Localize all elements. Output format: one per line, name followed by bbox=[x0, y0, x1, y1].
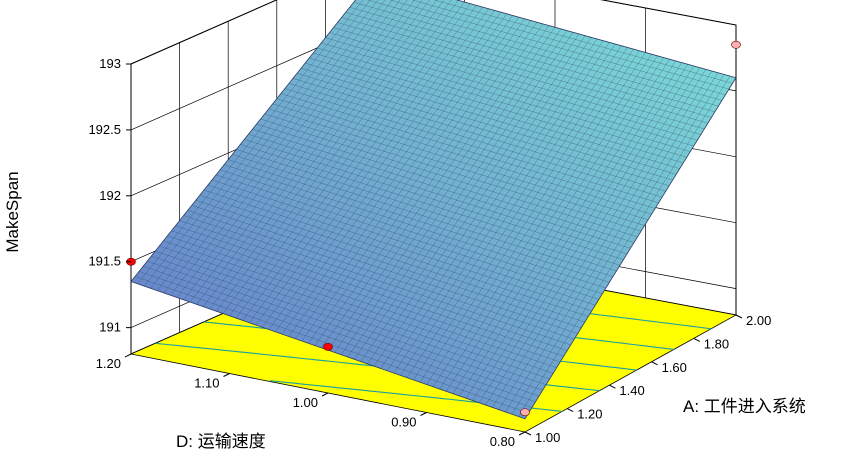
mesh-line bbox=[195, 200, 582, 329]
y-tick-label: 1.40 bbox=[619, 383, 644, 398]
x-tick-label: 1.10 bbox=[194, 376, 219, 391]
mesh-line bbox=[179, 220, 568, 351]
mesh-line bbox=[305, 62, 677, 175]
mesh-line bbox=[183, 215, 571, 346]
mesh-line bbox=[252, 128, 631, 249]
y-tick-mark bbox=[735, 314, 743, 319]
mesh-line bbox=[215, 174, 599, 300]
mesh-line bbox=[163, 240, 554, 374]
mesh-line bbox=[353, 1, 719, 107]
mesh-line bbox=[224, 164, 606, 289]
mesh-line bbox=[167, 235, 557, 368]
mesh-line bbox=[211, 179, 596, 306]
mesh-line bbox=[313, 52, 684, 164]
mesh-line bbox=[260, 118, 638, 238]
mesh-line bbox=[187, 210, 575, 340]
mesh-line bbox=[309, 57, 680, 169]
mesh-line bbox=[155, 250, 547, 385]
mesh-line bbox=[341, 17, 708, 124]
mesh-line bbox=[292, 78, 666, 192]
y-tick-label: 1.20 bbox=[577, 407, 602, 422]
mesh-line bbox=[268, 108, 645, 226]
mesh-line bbox=[147, 260, 540, 397]
y-axis-title: A: 工件进入系统 bbox=[683, 397, 806, 416]
mesh-line bbox=[220, 169, 603, 294]
mesh-line bbox=[191, 205, 578, 334]
x-tick-mark bbox=[321, 392, 329, 397]
mesh-line bbox=[284, 88, 659, 204]
z-tick-label: 191 bbox=[99, 320, 121, 335]
mesh-line bbox=[248, 134, 628, 255]
mesh-line bbox=[325, 37, 694, 147]
y-tick-mark bbox=[651, 361, 658, 366]
x-axis-title: D: 运输速度 bbox=[176, 432, 266, 451]
mesh-line bbox=[333, 27, 701, 135]
x-tick-mark bbox=[124, 353, 132, 358]
mesh-line bbox=[199, 194, 585, 323]
z-tick-label: 191.5 bbox=[88, 254, 121, 269]
z-tick-label: 192 bbox=[99, 188, 121, 203]
mesh-line bbox=[337, 22, 705, 130]
design-point bbox=[323, 342, 333, 351]
design-points bbox=[126, 40, 741, 417]
x-tick-mark bbox=[518, 431, 526, 436]
tick-labels: 191 191.5 192 192.5 193 1.20 1.10 1.00 0.90 0.80 1… bbox=[88, 56, 771, 449]
design-point bbox=[731, 40, 741, 49]
mesh-line bbox=[349, 7, 715, 113]
mesh-line bbox=[236, 149, 617, 272]
mesh-line bbox=[240, 144, 621, 266]
mesh-line bbox=[272, 103, 649, 221]
x-tick-label: 1.20 bbox=[96, 356, 121, 371]
response-surface bbox=[130, 0, 737, 420]
x-tick-label: 0.80 bbox=[490, 434, 515, 449]
mesh-line bbox=[367, 0, 722, 101]
y-tick-label: 1.60 bbox=[662, 360, 687, 375]
mesh-line bbox=[151, 255, 543, 391]
mesh-line bbox=[345, 12, 712, 118]
mesh-line bbox=[139, 271, 533, 408]
mesh-line bbox=[280, 93, 656, 209]
mesh-line bbox=[296, 73, 670, 186]
mesh-line bbox=[256, 123, 635, 243]
x-tick-mark bbox=[223, 373, 230, 377]
x-tick-mark bbox=[420, 412, 427, 416]
y-tick-mark bbox=[609, 384, 616, 389]
mesh-line bbox=[288, 83, 663, 198]
mesh-line bbox=[203, 189, 589, 317]
mesh-line bbox=[175, 225, 564, 357]
mesh-line bbox=[171, 230, 561, 363]
y-tick-mark bbox=[566, 408, 574, 413]
y-tick-label: 2.00 bbox=[746, 313, 771, 328]
mesh-line bbox=[389, 0, 726, 95]
y-tick-label: 1.00 bbox=[535, 430, 560, 445]
mesh-line bbox=[301, 67, 673, 181]
mesh-line bbox=[321, 42, 691, 152]
mesh-line bbox=[329, 32, 698, 141]
mesh-line bbox=[244, 139, 624, 260]
design-point bbox=[520, 408, 530, 417]
mesh-line bbox=[143, 266, 536, 402]
mesh-line bbox=[159, 245, 550, 380]
mesh-line bbox=[411, 0, 730, 90]
grid-line bbox=[130, 0, 737, 65]
y-tick-label: 1.80 bbox=[704, 336, 729, 351]
y-tick-mark bbox=[693, 337, 701, 342]
z-axis-title: MakeSpan bbox=[3, 171, 22, 252]
z-tick-label: 193 bbox=[99, 56, 121, 71]
y-tick-mark bbox=[524, 431, 532, 436]
mesh-line bbox=[317, 47, 687, 158]
x-tick-label: 0.90 bbox=[391, 415, 416, 430]
z-tick-label: 192.5 bbox=[88, 122, 121, 137]
x-tick-label: 1.00 bbox=[293, 395, 318, 410]
mesh-line bbox=[228, 159, 610, 283]
mesh-line bbox=[433, 0, 733, 84]
mesh-line bbox=[264, 113, 642, 232]
mesh-line bbox=[276, 98, 652, 215]
mesh-line bbox=[232, 154, 613, 277]
mesh-line bbox=[207, 184, 592, 312]
